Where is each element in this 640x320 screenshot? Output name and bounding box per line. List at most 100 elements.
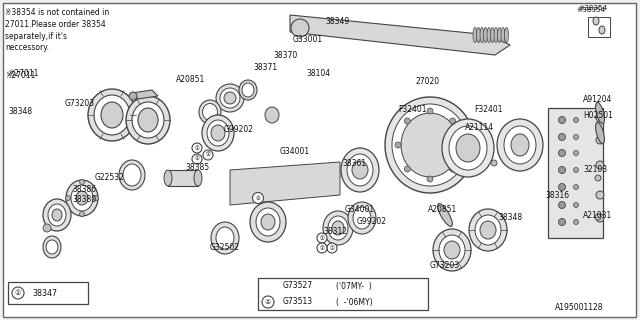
Ellipse shape (459, 142, 465, 148)
Ellipse shape (456, 134, 480, 162)
Ellipse shape (43, 224, 51, 232)
Text: ①: ① (205, 153, 211, 157)
Ellipse shape (138, 108, 158, 132)
Ellipse shape (596, 136, 604, 144)
Ellipse shape (43, 236, 61, 258)
Ellipse shape (497, 119, 543, 171)
Ellipse shape (317, 243, 327, 253)
Ellipse shape (573, 150, 579, 156)
Ellipse shape (599, 26, 605, 34)
Ellipse shape (475, 215, 501, 245)
Ellipse shape (427, 176, 433, 182)
Ellipse shape (323, 211, 353, 245)
Ellipse shape (559, 202, 566, 209)
Text: F32401: F32401 (398, 106, 426, 115)
Ellipse shape (79, 180, 84, 185)
Ellipse shape (52, 209, 62, 221)
Ellipse shape (129, 92, 137, 100)
Text: ※27011: ※27011 (5, 70, 35, 79)
Ellipse shape (48, 204, 66, 226)
Ellipse shape (595, 28, 600, 36)
Ellipse shape (573, 117, 579, 123)
Ellipse shape (327, 243, 337, 253)
Text: 38316: 38316 (545, 190, 569, 199)
Ellipse shape (12, 287, 24, 299)
Ellipse shape (497, 28, 502, 43)
Ellipse shape (347, 154, 373, 186)
Text: (  -'06MY): ( -'06MY) (336, 298, 372, 307)
Text: 38385: 38385 (185, 163, 209, 172)
Text: 38104: 38104 (306, 68, 330, 77)
Ellipse shape (253, 193, 264, 204)
Ellipse shape (199, 100, 221, 124)
Ellipse shape (596, 102, 604, 124)
Text: 32103: 32103 (583, 165, 607, 174)
Ellipse shape (477, 28, 481, 43)
Ellipse shape (559, 149, 566, 156)
Ellipse shape (450, 118, 456, 124)
Ellipse shape (596, 161, 604, 169)
Polygon shape (290, 15, 510, 55)
Ellipse shape (66, 180, 98, 216)
Bar (8, 282, 88, 304)
Ellipse shape (192, 143, 202, 153)
Text: ①: ① (195, 156, 200, 162)
Ellipse shape (194, 170, 202, 186)
Ellipse shape (559, 166, 566, 173)
Ellipse shape (511, 134, 529, 156)
Text: G32502: G32502 (210, 244, 240, 252)
Ellipse shape (433, 229, 471, 271)
Ellipse shape (132, 102, 164, 138)
Ellipse shape (224, 92, 236, 104)
Ellipse shape (164, 170, 172, 186)
Ellipse shape (216, 227, 234, 249)
Text: ※38354 is not contained in
27011.Please order 38354
separately,if it's
neccessor: ※38354 is not contained in 27011.Please … (5, 8, 109, 52)
Ellipse shape (88, 89, 136, 141)
Ellipse shape (596, 214, 604, 222)
Text: G73203: G73203 (65, 100, 95, 108)
Ellipse shape (211, 222, 239, 254)
Text: A21031: A21031 (583, 211, 612, 220)
Text: ①: ① (195, 146, 200, 150)
Text: 38348: 38348 (498, 213, 522, 222)
Text: 38371: 38371 (253, 62, 277, 71)
Ellipse shape (439, 235, 465, 265)
Ellipse shape (76, 191, 88, 205)
Ellipse shape (341, 148, 379, 192)
Ellipse shape (401, 113, 459, 177)
Polygon shape (140, 110, 380, 255)
Text: 38349: 38349 (325, 18, 349, 27)
Text: A195001128: A195001128 (555, 302, 604, 311)
Ellipse shape (317, 233, 327, 243)
Ellipse shape (573, 134, 579, 140)
Ellipse shape (265, 107, 279, 123)
Text: ①: ① (319, 236, 324, 241)
Text: A21114: A21114 (465, 124, 494, 132)
Ellipse shape (126, 96, 170, 144)
Ellipse shape (262, 296, 274, 308)
Ellipse shape (469, 209, 507, 251)
Bar (591, 18, 606, 36)
Text: ('07MY-  ): ('07MY- ) (336, 282, 372, 291)
Ellipse shape (559, 133, 566, 140)
Ellipse shape (404, 166, 410, 172)
Text: 38361: 38361 (342, 158, 366, 167)
Text: 38348: 38348 (8, 108, 32, 116)
Text: 38347: 38347 (32, 289, 57, 298)
Text: 38370: 38370 (273, 51, 297, 60)
Ellipse shape (65, 196, 70, 201)
Ellipse shape (46, 240, 58, 254)
Ellipse shape (573, 220, 579, 225)
Ellipse shape (442, 119, 494, 177)
Ellipse shape (220, 88, 240, 108)
Text: ※38354: ※38354 (576, 7, 605, 13)
Ellipse shape (483, 28, 488, 43)
Ellipse shape (559, 183, 566, 190)
Text: G99202: G99202 (224, 125, 254, 134)
Ellipse shape (216, 84, 244, 112)
Text: A20851: A20851 (428, 205, 457, 214)
Text: ②: ② (255, 196, 260, 201)
Bar (548, 108, 603, 238)
Ellipse shape (593, 17, 599, 25)
Ellipse shape (93, 196, 99, 201)
